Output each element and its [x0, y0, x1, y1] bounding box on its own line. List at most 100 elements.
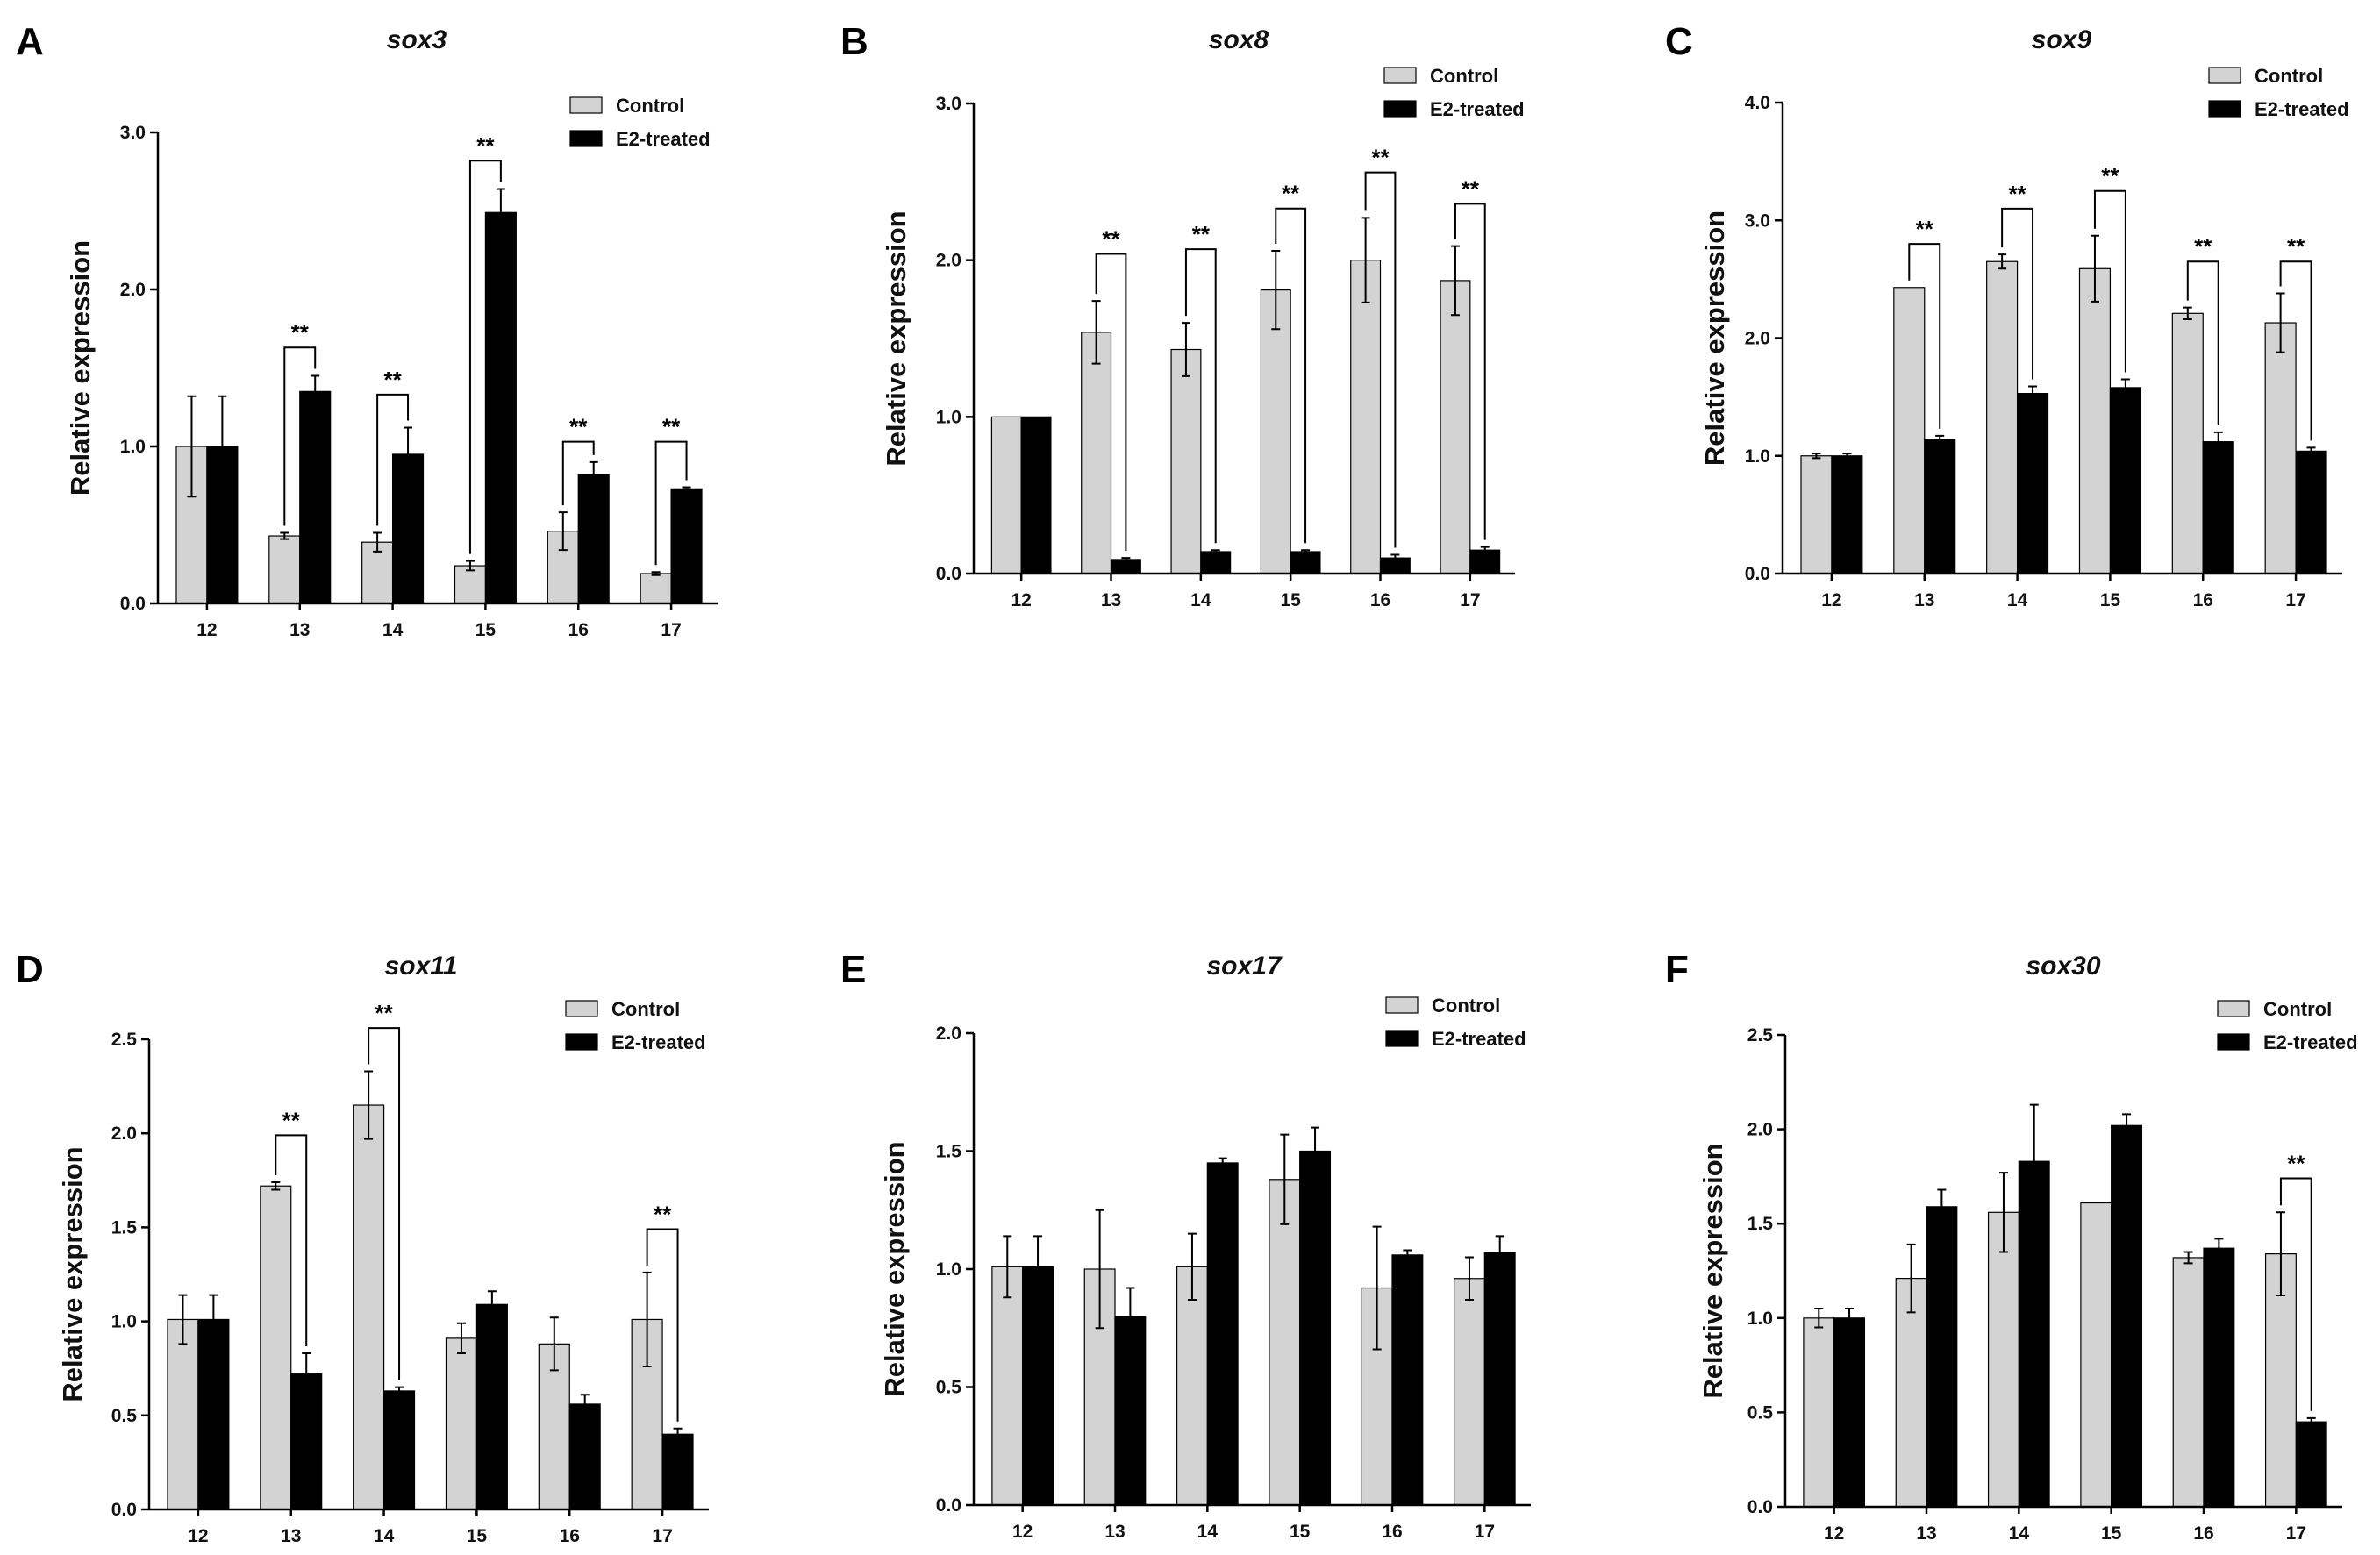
x-tick-label: 12 — [1824, 1523, 1844, 1544]
significance-bracket-14 — [368, 1027, 401, 1380]
chart-title: sox17 — [1206, 952, 1282, 981]
bar-e2-treated-13 — [1926, 1206, 1958, 1508]
legend-swatch-control — [565, 1000, 598, 1017]
legend-label-control: Control — [2255, 65, 2323, 87]
legend-label-e2-treated: E2-treated — [1432, 1028, 1526, 1050]
y-tick-label: 1.0 — [1745, 446, 1770, 467]
bar-control-14 — [1170, 348, 1202, 574]
significance-label: ** — [2287, 1151, 2305, 1177]
x-tick-label: 15 — [1280, 590, 1301, 610]
error-bar-e2-treated-16 — [2214, 1238, 2224, 1259]
significance-label: ** — [2287, 233, 2305, 260]
y-tick-label: 1.5 — [111, 1217, 138, 1238]
bar-e2-treated-16 — [2202, 441, 2234, 574]
bar-control-16 — [2171, 312, 2204, 574]
error-bar-control-12 — [1814, 1308, 1824, 1329]
error-bar-e2-treated-15 — [2122, 1113, 2132, 1138]
significance-label: ** — [662, 414, 681, 440]
y-tick-label: 2.5 — [1747, 1025, 1774, 1045]
y-tick-label: 0.5 — [936, 1378, 962, 1398]
legend-swatch-e2-treated — [2217, 1033, 2250, 1051]
error-bar-control-16 — [2183, 1251, 2193, 1265]
error-bar-control-13 — [280, 531, 289, 540]
chart-title: sox11 — [385, 952, 458, 981]
significance-bracket-17 — [2279, 260, 2312, 441]
error-bar-control-12 — [1812, 453, 1821, 460]
significance-bracket-15 — [1275, 207, 1307, 544]
bar-e2-treated-15 — [484, 211, 517, 604]
significance-bracket-13 — [283, 346, 317, 526]
bar-e2-treated-12 — [1833, 1317, 1866, 1508]
bar-control-13 — [1895, 1278, 1927, 1508]
y-tick-label: 0.0 — [1745, 564, 1770, 584]
bar-control-15 — [1269, 1179, 1301, 1506]
y-tick-label: 1.0 — [1747, 1309, 1773, 1329]
error-bar-e2-treated-14 — [1218, 1157, 1227, 1169]
bar-e2-treated-14 — [1206, 1162, 1239, 1506]
panel-letter: B — [840, 20, 868, 63]
y-tick-label: 1.0 — [120, 437, 146, 457]
error-bar-e2-treated-15 — [1311, 1126, 1320, 1176]
legend-label-e2-treated: E2-treated — [1430, 98, 1525, 120]
bar-e2-treated-14 — [382, 1390, 416, 1510]
legend-label-e2-treated: E2-treated — [611, 1031, 706, 1053]
legend-label-control: Control — [1430, 65, 1498, 87]
y-axis-label: Relative expression — [1697, 1143, 1728, 1398]
legend-swatch-control — [1383, 67, 1417, 84]
bar-e2-treated-12 — [1831, 455, 1863, 574]
x-tick-label: 16 — [568, 620, 589, 640]
significance-label: ** — [375, 1000, 393, 1026]
x-tick-label: 16 — [1370, 590, 1390, 610]
bar-control-14 — [1176, 1266, 1208, 1506]
bar-control-13 — [1081, 332, 1112, 574]
legend-label-e2-treated: E2-treated — [616, 128, 711, 150]
y-tick-label: 0.0 — [936, 564, 961, 584]
error-bar-control-17 — [2276, 1211, 2285, 1296]
x-tick-label: 17 — [2285, 590, 2305, 610]
x-tick-label: 17 — [652, 1526, 672, 1546]
x-tick-label: 14 — [2007, 590, 2028, 610]
error-bar-control-17 — [1464, 1256, 1474, 1301]
x-tick-label: 14 — [1197, 1522, 1219, 1542]
error-bar-e2-treated-15 — [487, 1290, 497, 1319]
significance-bracket-16 — [561, 440, 595, 506]
significance-bracket-14 — [2001, 207, 2034, 380]
x-tick-label: 15 — [1290, 1522, 1311, 1542]
error-bar-e2-treated-17 — [2306, 446, 2316, 456]
significance-bracket-17 — [2279, 1177, 2312, 1411]
panel-letter: F — [1665, 948, 1689, 991]
y-tick-label: 1.0 — [936, 1259, 961, 1280]
legend-swatch-e2-treated — [565, 1033, 598, 1051]
legend-swatch-control — [2217, 1000, 2250, 1017]
y-tick-label: 3.0 — [1745, 210, 1770, 231]
significance-label: ** — [383, 367, 402, 393]
error-bar-e2-treated-13 — [1935, 434, 1945, 444]
bar-e2-treated-17 — [670, 488, 703, 604]
error-bar-e2-treated-12 — [1033, 1235, 1043, 1299]
y-tick-label: 4.0 — [1745, 93, 1770, 113]
bar-e2-treated-17 — [1483, 1252, 1516, 1506]
y-tick-label: 2.0 — [1747, 1120, 1773, 1140]
error-bar-e2-treated-14 — [2029, 1103, 2039, 1219]
x-tick-label: 15 — [2100, 590, 2121, 610]
bar-control-12 — [167, 1318, 199, 1510]
significance-bracket-14 — [376, 393, 410, 526]
bar-control-12 — [1803, 1317, 1835, 1508]
bar-e2-treated-15 — [1290, 551, 1321, 574]
x-tick-label: 16 — [2193, 1523, 2213, 1544]
error-bar-control-15 — [456, 1322, 466, 1355]
significance-bracket-17 — [646, 1228, 679, 1422]
error-bar-e2-treated-15 — [496, 188, 505, 238]
y-tick-label: 0.5 — [111, 1406, 138, 1426]
error-bar-e2-treated-17 — [682, 486, 691, 492]
bar-control-13 — [268, 535, 301, 604]
x-tick-label: 16 — [2193, 590, 2213, 610]
bar-control-16 — [2172, 1257, 2205, 1508]
error-bar-control-12 — [178, 1294, 188, 1345]
x-tick-label: 13 — [1104, 1522, 1125, 1542]
bar-control-16 — [1350, 260, 1382, 574]
bar-e2-treated-16 — [568, 1403, 601, 1510]
